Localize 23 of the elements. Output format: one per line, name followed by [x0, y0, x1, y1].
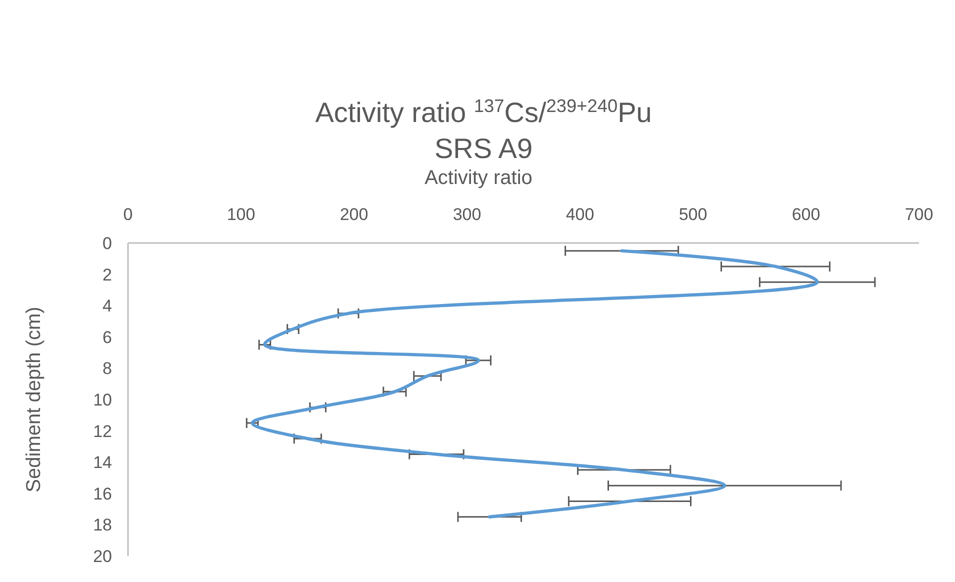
y-tick-label: 18: [93, 516, 112, 535]
y-axis-title: Sediment depth (cm): [23, 306, 45, 492]
y-tick-label: 20: [93, 546, 112, 566]
x-tick-label: 0: [123, 205, 133, 224]
chart-subtitle: SRS A9: [434, 133, 533, 164]
x-tick-label: 200: [340, 205, 368, 224]
y-tick-label: 4: [102, 296, 112, 316]
y-tick-label: 2: [102, 265, 112, 284]
y-tick-label: 14: [93, 453, 112, 472]
x-tick-label: 100: [226, 205, 256, 224]
x-tick-label: 300: [452, 205, 482, 224]
x-tick-label: 700: [904, 205, 934, 224]
chart-title: Activity ratio $^{137}$Cs/$^{239+240}$Pu: [315, 96, 652, 128]
y-tick-label: 6: [102, 328, 112, 347]
y-tick-label: 0: [102, 234, 112, 253]
x-axis-title: Activity ratio: [424, 167, 532, 189]
x-tick-label: 400: [566, 205, 594, 224]
y-tick-label: 10: [93, 390, 112, 410]
y-tick-label: 8: [102, 359, 112, 378]
x-tick-label: 500: [678, 205, 708, 224]
y-tick-label: 12: [93, 422, 112, 441]
x-tick-label: 600: [792, 205, 820, 224]
y-tick-label: 16: [93, 484, 112, 504]
